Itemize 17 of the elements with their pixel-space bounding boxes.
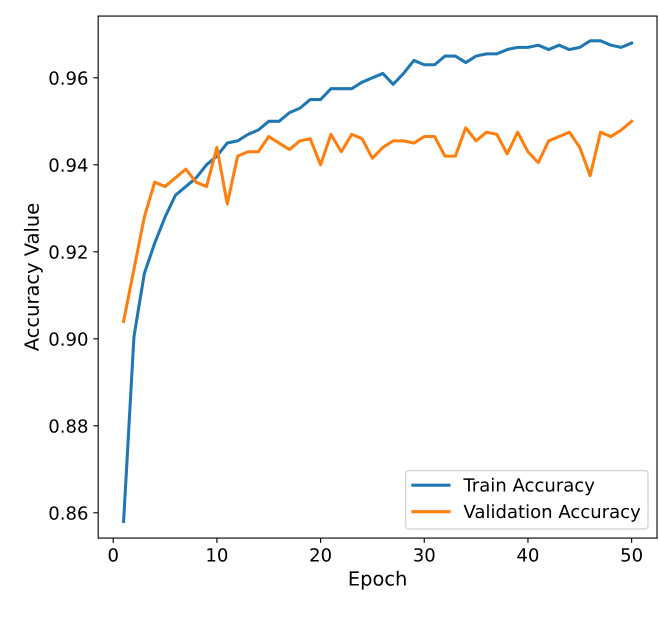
y-tick-label: 0.86 — [49, 506, 88, 520]
line-series — [122, 120, 634, 323]
y-tick-label: 0.90 — [49, 332, 88, 346]
x-tick-label: 0 — [108, 548, 118, 562]
x-tick-label: 50 — [622, 548, 642, 562]
y-axis-title: Accuracy Value — [24, 204, 43, 352]
x-tick-label: 40 — [517, 548, 538, 562]
legend-label: Validation Accuracy — [464, 504, 640, 522]
y-tick-label: 0.96 — [49, 71, 88, 85]
y-tick-label: 0.94 — [49, 158, 88, 172]
legend-label: Train Accuracy — [463, 478, 594, 496]
x-axis-title: Epoch — [350, 570, 406, 590]
x-tick-label: 30 — [414, 548, 435, 562]
x-tick-label: 10 — [207, 548, 228, 562]
x-tick-label: 20 — [310, 548, 331, 562]
y-tick-label: 0.92 — [49, 245, 87, 259]
y-tick-label: 0.88 — [49, 419, 88, 433]
